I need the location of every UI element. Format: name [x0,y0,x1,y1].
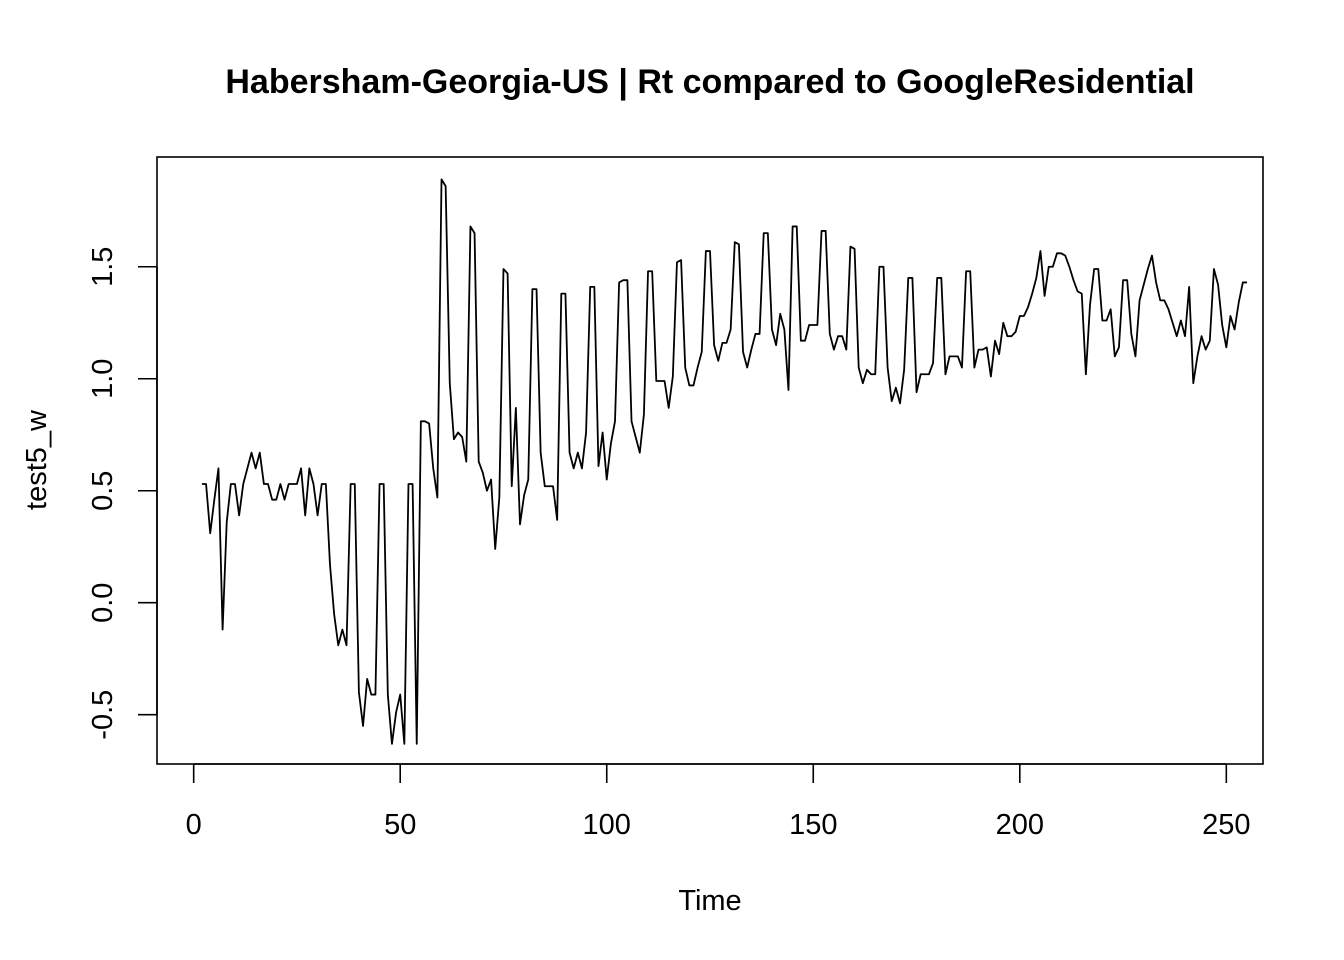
x-axis: 0 50 100 150 200 250 [186,763,1251,841]
chart-title: Habersham-Georgia-US | Rt compared to Go… [225,63,1194,101]
y-axis: -0.5 0.0 0.5 1.0 1.5 [87,247,158,740]
plot-frame [156,156,1264,765]
x-tick-label: 100 [583,809,631,841]
x-tick-label: 50 [384,809,416,841]
x-tick-label: 200 [996,809,1044,841]
y-tick-label: 0.5 [87,471,119,511]
x-tick-label: 250 [1202,809,1250,841]
x-tick-label: 0 [186,809,202,841]
x-axis-label: Time [678,885,741,917]
y-tick-label: -0.5 [87,690,119,740]
y-tick-label: 1.0 [87,359,119,399]
y-axis-label: test5_w [21,409,53,510]
y-tick-label: 1.5 [87,247,119,287]
y-tick-label: 0.0 [87,583,119,623]
x-tick-label: 150 [789,809,837,841]
series-line [201,178,1247,745]
